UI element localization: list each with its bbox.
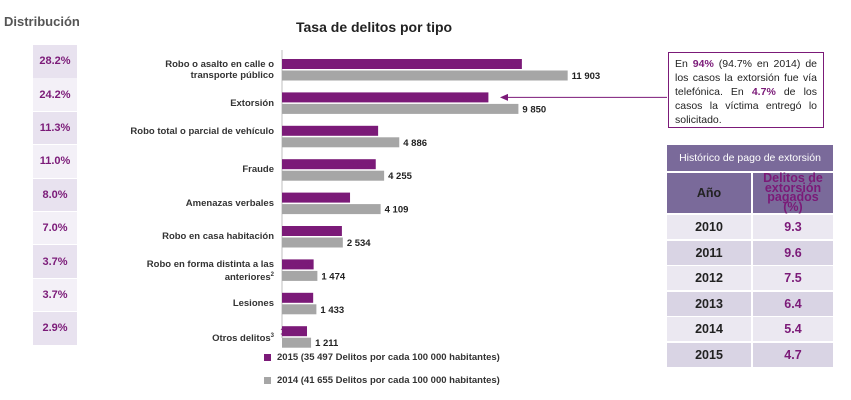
callout-arrow-head — [500, 93, 508, 101]
category-label: Robo en casa habitación — [162, 231, 274, 243]
history-row: 2014 5.4 — [667, 317, 833, 342]
bar-2014 — [282, 170, 385, 181]
category-label: Extorsión — [230, 97, 274, 109]
distribution-value: 11.0% — [33, 145, 77, 178]
data-label-2014: 2 534 — [347, 238, 371, 249]
bar-2015 — [282, 259, 314, 270]
distribution-title: Distribución — [4, 14, 80, 29]
distribution-value: 28.2% — [33, 45, 77, 78]
distribution-column: 28.2% 24.2% 11.3% 11.0% 8.0% 7.0% 3.7% 3.7% 2.9% — [33, 45, 77, 346]
data-label-2015: 1 318 — [287, 260, 311, 271]
history-year: 2011 — [667, 240, 751, 265]
data-label-2014: 4 255 — [388, 171, 412, 182]
distribution-value: 3.7% — [33, 245, 77, 278]
category-label: Robo o asalto en calle o transporte públ… — [165, 58, 274, 81]
category-label: Robo total o parcial de vehículo — [130, 125, 274, 137]
legend-swatch-2015 — [264, 354, 271, 361]
bar-2015 — [282, 326, 308, 337]
bar-2015 — [282, 292, 314, 303]
history-row: 2013 6.4 — [667, 291, 833, 316]
bar-2015 — [282, 92, 489, 103]
extortion-history-table: Histórico de pago de extorsión Año Delit… — [667, 145, 833, 369]
history-value: 7.5 — [753, 266, 833, 291]
data-label-2015: 1 042 — [280, 327, 304, 338]
history-col-year: Año — [667, 173, 751, 213]
data-label-2014: 1 433 — [320, 305, 344, 316]
data-label-2014: 9 850 — [522, 104, 546, 115]
history-year: 2014 — [667, 317, 751, 342]
bar-2014 — [282, 137, 400, 148]
callout-text-1: En — [675, 58, 693, 70]
history-rows: 2010 9.3 2011 9.6 2012 7.5 2013 6.4 2014 5.4 2015 4… — [667, 215, 833, 367]
data-label-2015: 1 299 — [286, 293, 310, 304]
history-row: 2010 9.3 — [667, 215, 833, 239]
callout-highlight-1: 94% — [692, 58, 714, 70]
bar-2014 — [282, 103, 519, 114]
category-label: Otros delitos3 — [212, 333, 274, 345]
legend-item-2015: 2015 (35 497 Delitos por cada 100 000 ha… — [264, 352, 500, 363]
bar-2015 — [282, 192, 351, 203]
callout-text-2: (94.7% en 2014) de los casos la extorsió… — [675, 58, 817, 98]
callout-highlight-2: 4.7% — [751, 86, 776, 98]
bar-2014 — [282, 337, 312, 348]
data-label-2015: 8 600 — [462, 93, 486, 104]
history-value: 9.6 — [753, 240, 833, 265]
data-label-2014: 4 886 — [403, 138, 427, 149]
history-year: 2013 — [667, 291, 751, 316]
bar-2014 — [282, 70, 568, 81]
history-value: 5.4 — [753, 317, 833, 342]
extortion-callout: En 94% (94.7% en 2014) de los casos la e… — [668, 52, 824, 128]
distribution-value: 7.0% — [33, 211, 77, 245]
data-label-2014: 4 109 — [385, 205, 409, 216]
history-year: 2015 — [667, 342, 751, 367]
history-row: 2011 9.6 — [667, 240, 833, 265]
history-year: 2010 — [667, 215, 751, 239]
data-label-2015: 3 906 — [349, 160, 373, 171]
bar-2014 — [282, 304, 317, 315]
distribution-value: 2.9% — [33, 312, 77, 345]
callout-text-3: de los casos la víctima entregó lo solic… — [675, 86, 818, 126]
category-label: Robo en forma distinta a las anteriores2 — [146, 259, 274, 284]
bar-2015 — [282, 59, 522, 69]
history-header-row: Año Delitos de extorsión pagados (%) — [667, 172, 833, 213]
category-label: Amenazas verbales — [185, 197, 274, 209]
legend-item-2014: 2014 (41 655 Delitos por cada 100 000 ha… — [264, 375, 500, 386]
data-label-2014: 1 211 — [315, 338, 339, 349]
distribution-value: 8.0% — [33, 178, 77, 212]
chart-title: Tasa de delitos por tipo — [296, 19, 453, 35]
data-label-2014: 1 474 — [321, 271, 345, 282]
bar-2015 — [282, 125, 379, 136]
history-row: 2015 4.7 — [667, 342, 833, 367]
data-label-2014: 11 903 — [572, 71, 601, 82]
history-value: 4.7 — [753, 342, 833, 367]
history-value: 9.3 — [753, 215, 833, 239]
history-year: 2012 — [667, 266, 751, 291]
bar-2015 — [282, 159, 376, 170]
history-row: 2012 7.5 — [667, 266, 833, 291]
category-label: Lesiones — [232, 298, 274, 310]
history-col-value: Delitos de extorsión pagados (%) — [753, 172, 833, 213]
legend-label-2014: 2014 (41 655 Delitos por cada 100 000 ha… — [277, 375, 500, 386]
data-label-2015: 2 835 — [323, 193, 347, 204]
bar-2014 — [282, 237, 343, 248]
distribution-value: 3.7% — [33, 278, 77, 312]
history-title: Histórico de pago de extorsión — [667, 145, 833, 171]
history-value: 6.4 — [753, 291, 833, 316]
distribution-value: 11.3% — [33, 111, 77, 145]
legend-swatch-2014 — [264, 377, 271, 384]
bar-2015 — [282, 226, 342, 236]
bar-2014 — [282, 204, 381, 215]
data-label-2015: 4 005 — [351, 126, 375, 137]
bar-2014 — [282, 270, 318, 281]
legend-label-2015: 2015 (35 497 Delitos por cada 100 000 ha… — [277, 352, 500, 363]
distribution-value: 24.2% — [33, 78, 77, 111]
data-label-2015: 2 496 — [315, 227, 339, 238]
data-label-2015: 9 995 — [495, 60, 519, 71]
category-label: Fraude — [242, 164, 274, 176]
